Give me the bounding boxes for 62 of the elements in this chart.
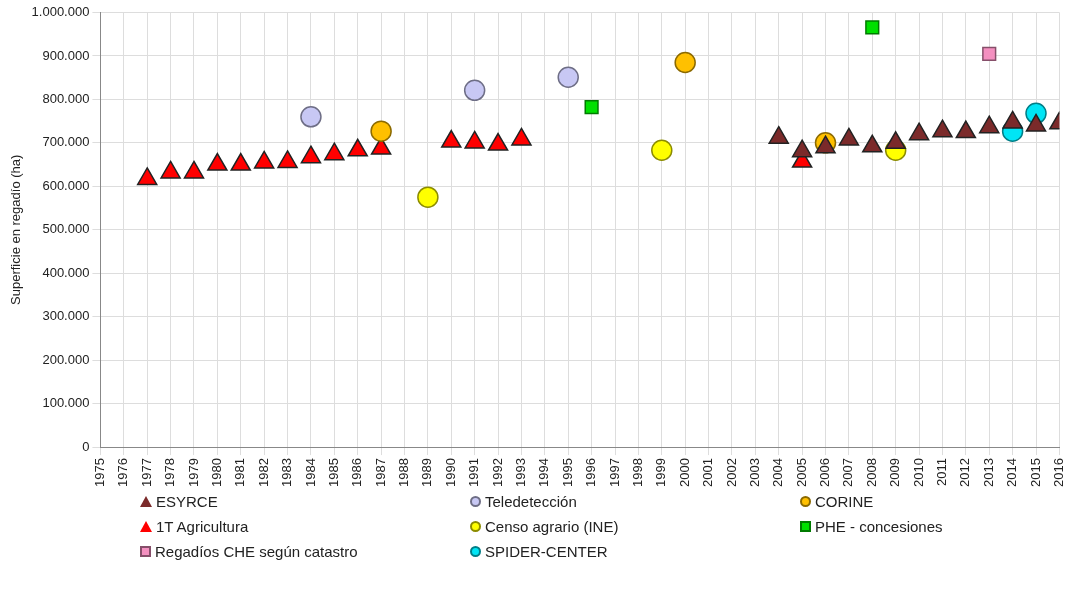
- legend-label: CORINE: [815, 493, 874, 510]
- y-tick-label: 700.000: [42, 134, 90, 150]
- x-tick-label: 1992: [489, 458, 505, 487]
- x-tick-label: 2016: [1050, 458, 1066, 487]
- x-tick-label: 2001: [700, 458, 716, 487]
- x-tick-label: 1984: [302, 458, 318, 487]
- x-tick-label: 1995: [559, 458, 575, 487]
- x-tick-label: 1991: [466, 458, 482, 487]
- x-tick-label: 1987: [372, 458, 388, 487]
- x-tick-label: 2002: [723, 458, 739, 487]
- x-tick-label: 2003: [746, 458, 762, 487]
- x-tick-label: 2009: [887, 458, 903, 487]
- y-tick-label: 900.000: [42, 47, 90, 63]
- x-tick-label: 1998: [629, 458, 645, 487]
- y-tick-label: 500.000: [42, 221, 90, 237]
- y-tick-label: 800.000: [42, 90, 90, 106]
- legend-label: SPIDER-CENTER: [485, 543, 608, 560]
- x-tick-label: 2008: [863, 458, 879, 487]
- y-axis-title: Superficie en regadío (ha): [8, 154, 24, 305]
- y-tick-label: 600.000: [42, 177, 90, 193]
- legend-label: PHE - concesiones: [815, 518, 943, 535]
- x-tick-label: 2007: [840, 458, 856, 487]
- x-tick-label: 2005: [793, 458, 809, 487]
- legend-label: Regadíos CHE según catastro: [155, 543, 358, 560]
- x-tick-label: 2015: [1027, 458, 1043, 487]
- x-tick-label: 1999: [653, 458, 669, 487]
- x-tick-label: 1993: [513, 458, 529, 487]
- x-tick-label: 1996: [583, 458, 599, 487]
- x-tick-label: 1986: [349, 458, 365, 487]
- y-tick-label: 100.000: [42, 395, 90, 411]
- y-tick-label: 1.000.000: [31, 4, 90, 20]
- y-tick-label: 0: [82, 438, 90, 454]
- x-tick-label: 2004: [770, 458, 786, 487]
- x-tick-label: 1975: [92, 458, 108, 487]
- legend-label: ESYRCE: [156, 493, 218, 510]
- x-tick-label: 1988: [396, 458, 412, 487]
- x-tick-label: 2000: [676, 458, 692, 487]
- legend-label: Teledetección: [485, 493, 577, 510]
- legend-label: Censo agrario (INE): [485, 518, 619, 535]
- x-tick-label: 2011: [934, 458, 950, 487]
- legend-label: 1T Agricultura: [156, 518, 249, 535]
- x-tick-label: 1978: [162, 458, 178, 487]
- x-tick-label: 1976: [115, 458, 131, 487]
- x-tick-label: 2006: [817, 458, 833, 487]
- x-tick-label: 1979: [185, 458, 201, 487]
- x-tick-label: 2014: [1004, 458, 1020, 487]
- x-tick-label: 1985: [325, 458, 341, 487]
- x-tick-label: 1994: [536, 458, 552, 487]
- x-tick-label: 2013: [980, 458, 996, 487]
- y-tick-label: 400.000: [42, 264, 90, 280]
- x-tick-label: 1977: [138, 458, 154, 487]
- x-tick-label: 1990: [442, 458, 458, 487]
- x-tick-label: 1983: [279, 458, 295, 487]
- x-tick-label: 1997: [606, 458, 622, 487]
- x-tick-label: 2010: [910, 458, 926, 487]
- x-tick-label: 2012: [957, 458, 973, 487]
- x-tick-label: 1980: [208, 458, 224, 487]
- x-tick-label: 1981: [232, 458, 248, 487]
- y-tick-label: 200.000: [42, 351, 90, 367]
- y-tick-label: 300.000: [42, 308, 90, 324]
- x-tick-label: 1989: [419, 458, 435, 487]
- x-tick-label: 1982: [255, 458, 271, 487]
